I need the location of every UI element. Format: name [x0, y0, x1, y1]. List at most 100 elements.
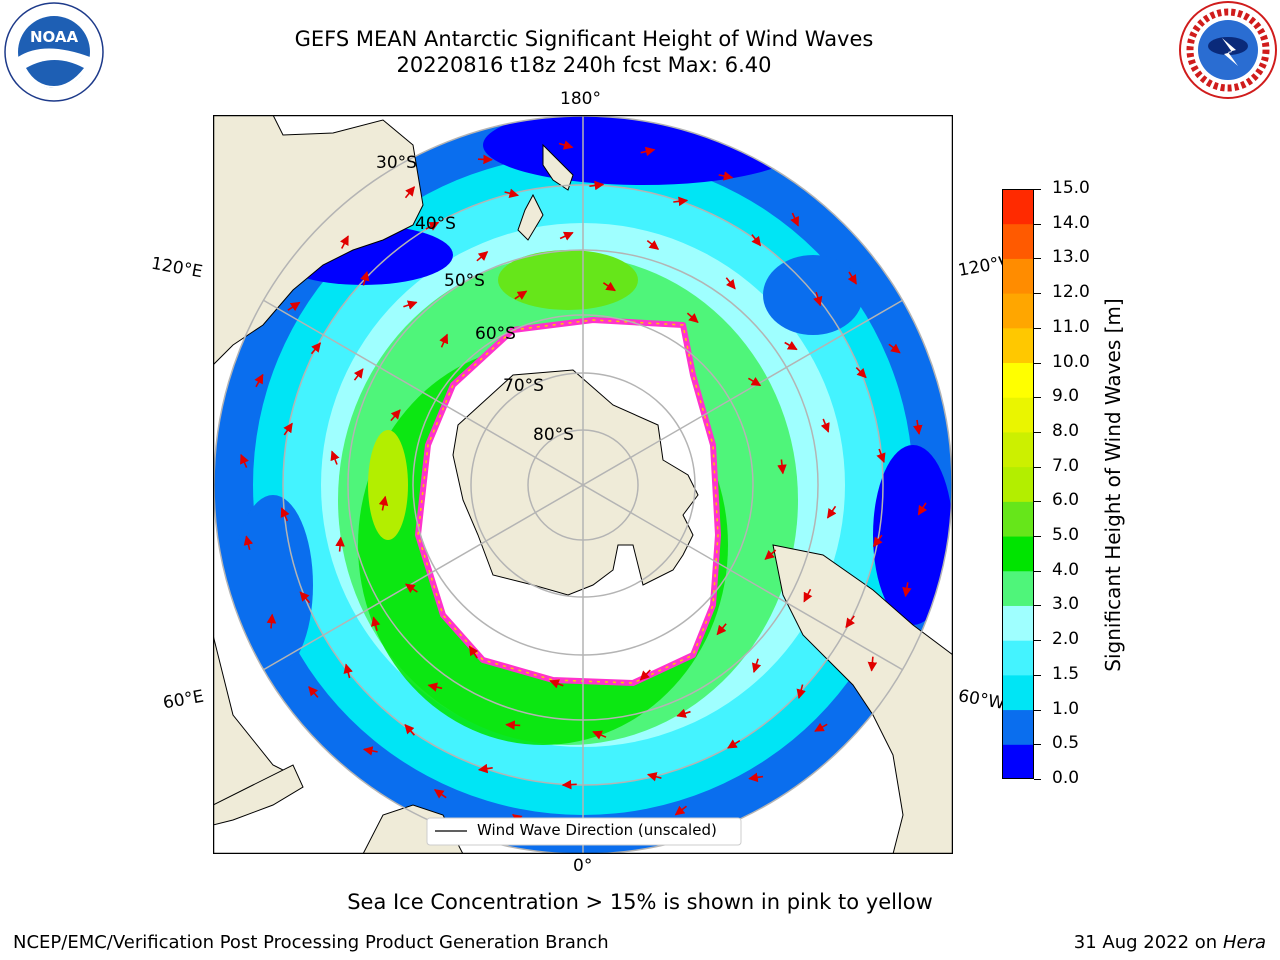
wave-direction-arrow: [845, 615, 855, 629]
wave-direction-arrow: [784, 341, 798, 351]
wave-direction-arrow: [674, 805, 687, 816]
wave-direction-arrow: [725, 277, 736, 290]
wave-direction-arrow: [646, 239, 660, 250]
colorbar-segment: [1002, 709, 1034, 745]
wave-direction-arrow: [280, 507, 290, 522]
wave-direction-arrow: [589, 180, 605, 191]
wave-direction-arrow: [504, 188, 520, 198]
lon-label-60e: 60°E: [161, 686, 206, 714]
colorbar-segment: [1002, 362, 1034, 398]
wave-direction-arrow: [558, 140, 574, 150]
wave-direction-arrow: [592, 730, 607, 740]
wave-direction-arrow: [287, 301, 301, 312]
colorbar-tick: [1034, 570, 1041, 572]
wave-direction-arrow: [243, 535, 254, 550]
colorbar-tick-label: 0.5: [1052, 733, 1080, 754]
wave-direction-arrow: [477, 763, 493, 774]
wave-direction-arrow: [718, 171, 734, 181]
wave-direction-arrow: [404, 723, 415, 736]
wave-direction-arrow: [602, 281, 616, 292]
wind-wave-arrows: [240, 140, 928, 829]
colorbar-tick: [1034, 466, 1041, 468]
wave-direction-arrow: [283, 422, 293, 436]
wave-direction-arrow: [847, 271, 857, 285]
colorbar-tick-label: 6.0: [1052, 490, 1080, 511]
colorbar-segment: [1002, 570, 1034, 606]
colorbar-tick-label: 1.5: [1052, 663, 1080, 684]
wave-direction-arrow: [764, 549, 777, 560]
colorbar-tick: [1034, 744, 1041, 746]
wave-direction-arrow: [360, 270, 370, 286]
map-legend: [426, 817, 742, 846]
colorbar-tick: [1034, 605, 1041, 607]
wave-direction-arrow: [266, 613, 277, 629]
wave-direction-arrow: [476, 251, 489, 262]
wave-direction-arrow: [872, 534, 883, 548]
lat-label-40s: 40°S: [415, 214, 456, 234]
wave-direction-arrow: [240, 453, 249, 468]
wave-direction-arrow: [716, 623, 727, 636]
colorbar-segment: [1002, 189, 1034, 225]
colorbar-segment: [1002, 605, 1034, 641]
lon-label-180: 180°: [560, 89, 601, 109]
wave-direction-arrow: [404, 186, 416, 199]
colorbar-tick-label: 2.0: [1052, 629, 1080, 650]
colorbar-tick: [1034, 431, 1041, 433]
colorbar-tick: [1034, 674, 1041, 676]
wave-direction-arrow: [813, 291, 823, 307]
wave-direction-arrow: [390, 409, 401, 422]
wave-direction-arrow: [814, 722, 828, 732]
chart-title: GEFS MEAN Antarctic Significant Height o…: [294, 27, 874, 51]
wave-direction-arrow: [308, 686, 319, 698]
wave-direction-arrow: [686, 312, 699, 324]
wave-direction-arrow: [790, 212, 800, 227]
footer-host: Hera: [1222, 932, 1266, 953]
colorbar-tick: [1034, 501, 1041, 503]
wave-direction-arrow: [425, 221, 440, 231]
wave-direction-arrow: [514, 290, 528, 300]
sea-ice-note: Sea Ice Concentration > 15% is shown in …: [347, 890, 933, 914]
wave-direction-arrow: [427, 682, 443, 692]
colorbar-segment: [1002, 744, 1034, 779]
colorbar-tick-label: 9.0: [1052, 386, 1080, 407]
colorbar-tick: [1034, 293, 1041, 295]
wave-direction-arrow: [339, 235, 349, 249]
antarctica-land: [452, 369, 699, 596]
colorbar-tick: [1034, 362, 1041, 364]
colorbar-tick: [1034, 258, 1041, 260]
wave-direction-arrow: [559, 231, 574, 241]
colorbar-tick: [1034, 640, 1041, 642]
wave-direction-arrow: [751, 658, 762, 674]
wave-direction-arrow: [254, 373, 264, 388]
svg-text:NOAA: NOAA: [30, 28, 79, 46]
colorbar-tick: [1034, 779, 1041, 780]
colorbar-tick-label: 14.0: [1052, 212, 1090, 233]
colorbar-tick: [1034, 536, 1041, 538]
wave-direction-arrow: [310, 342, 322, 355]
wave-direction-arrow: [796, 684, 806, 700]
colorbar-label: Significant Height of Wind Waves [m]: [1101, 298, 1125, 672]
colorbar-tick: [1034, 189, 1041, 190]
lat-label-80s: 80°S: [533, 425, 574, 445]
colorbar-tick-label: 8.0: [1052, 420, 1080, 441]
colorbar-segment: [1002, 431, 1034, 468]
colorbar-tick-label: 1.0: [1052, 698, 1080, 719]
wave-direction-arrow: [439, 333, 449, 348]
colorbar-tick: [1034, 709, 1041, 711]
wave-direction-arrow: [876, 448, 886, 463]
footer-date: 31 Aug 2022 on Hera: [1074, 932, 1266, 953]
wave-direction-arrow: [727, 739, 741, 749]
lat-label-70s: 70°S: [503, 376, 544, 396]
wave-direction-arrow: [826, 505, 837, 519]
lat-label-50s: 50°S: [444, 271, 485, 291]
wave-direction-arrow: [646, 772, 662, 782]
wave-direction-arrow: [917, 502, 928, 516]
colorbar-segment: [1002, 536, 1034, 572]
wave-direction-arrow: [913, 419, 923, 435]
wave-direction-arrow: [299, 591, 311, 604]
colorbar-tick-label: 10.0: [1052, 351, 1090, 372]
wave-direction-arrow: [640, 146, 656, 157]
colorbar-tick-label: 15.0: [1052, 178, 1090, 198]
wave-direction-arrow: [747, 376, 762, 387]
colorbar-tick: [1034, 327, 1041, 329]
